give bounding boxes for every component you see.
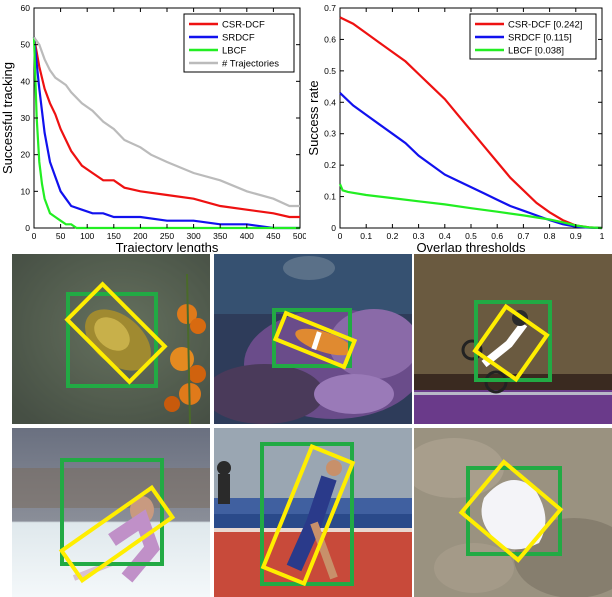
chart-0-series-2-line <box>32 37 300 230</box>
chart-1-ytick-label: 0.2 <box>324 160 336 170</box>
chart-0-svg: 0 50 100 150 200 250 300 350 400 450 500 0 10 20 30 40 5… <box>0 3 307 255</box>
chart-1-series-2-line <box>338 183 603 230</box>
chart-0-series-0-line <box>32 37 300 219</box>
chart-1-legend-label-0: CSR-DCF [0.242] <box>508 20 582 31</box>
frame-bag <box>414 428 612 597</box>
chart-1-series-1-line <box>339 92 603 230</box>
chart-1-xtick-label: 0.6 <box>491 231 503 241</box>
chart-0-legend: CSR-DCF SRDCF LBCF # Trajectories <box>183 13 295 73</box>
chart-0-ytick-label: 50 <box>21 40 31 50</box>
chart-1-xtick-label: 0.3 <box>413 231 425 241</box>
chart-0-xtick-label: 500 <box>293 231 306 241</box>
chart-0-xtick-label: 300 <box>187 231 201 241</box>
frame-skater <box>12 428 210 597</box>
chart-0-xtick-label: 0 <box>32 231 37 241</box>
chart-0-ytick-label: 20 <box>21 150 31 160</box>
chart-1-xlabel: Overlap thresholds <box>416 240 526 252</box>
frame-fish <box>214 254 412 424</box>
chart-1-ytick-label: 0.7 <box>324 3 336 13</box>
chart-1-svg: 0 0.1 0.2 0.3 0.4 0.5 0.6 0.7 0.8 0.9 1 0 0.1 0.2 0.3 0… <box>306 3 605 255</box>
chart-0-legend-label-1: SRDCF <box>222 33 255 44</box>
chart-1-xtick-label: 0.4 <box>439 231 451 241</box>
success-rate-chart: 0 0.1 0.2 0.3 0.4 0.5 0.6 0.7 0.8 0.9 1 0 0.1 0.2 0.3 0… <box>306 0 612 255</box>
chart-1-xtick-label: 0.9 <box>570 231 582 241</box>
chart-1-xtick-label: 0.7 <box>517 231 529 241</box>
chart-0-legend-label-0: CSR-DCF <box>222 20 265 31</box>
chart-0-ylabel: Successful tracking <box>0 62 15 174</box>
chart-0-xtick-label: 450 <box>266 231 280 241</box>
frame-bike <box>414 254 612 424</box>
chart-1-xtick-label: 0.8 <box>544 231 556 241</box>
chart-1-xtick-label: 0.2 <box>386 231 398 241</box>
chart-1-series-0-line <box>339 16 603 230</box>
chart-1-legend: CSR-DCF [0.242] SRDCF [0.115] LBCF [0.038] <box>469 13 597 60</box>
chart-1-xtick-label: 0.1 <box>360 231 372 241</box>
chart-1-ytick-label: 0.5 <box>324 66 336 76</box>
chart-1-xtick-label: 0.5 <box>465 231 477 241</box>
trajectory-chart: 0 50 100 150 200 250 300 350 400 450 500 0 10 20 30 40 5… <box>0 0 307 255</box>
chart-0-ytick-label: 30 <box>21 113 31 123</box>
chart-0-series-3-line <box>33 36 300 208</box>
chart-0-xtick-label: 350 <box>213 231 227 241</box>
chart-0-xlabel: Trajectory lengths <box>116 240 219 252</box>
chart-1-ytick-label: 0 <box>331 223 336 233</box>
chart-1-ytick-label: 0.4 <box>324 97 336 107</box>
chart-0-legend-label-2: LBCF <box>222 46 246 57</box>
chart-1-legend-label-1: SRDCF [0.115] <box>508 33 572 44</box>
chart-0-ytick-label: 60 <box>21 3 31 13</box>
chart-0-legend-label-3: # Trajectories <box>222 59 279 70</box>
chart-0-xtick-label: 200 <box>133 231 147 241</box>
chart-1-ytick-label: 0.3 <box>324 129 336 139</box>
chart-0-xtick-label: 50 <box>56 231 66 241</box>
chart-0-xtick-label: 250 <box>160 231 174 241</box>
chart-0-ytick-label: 10 <box>21 186 31 196</box>
chart-1-legend-label-2: LBCF [0.038] <box>508 46 564 57</box>
chart-1-ytick-label: 0.6 <box>324 34 336 44</box>
chart-1-xtick-label: 0 <box>338 231 343 241</box>
chart-0-ytick-label: 40 <box>21 76 31 86</box>
chart-1-ytick-label: 0.1 <box>324 192 336 202</box>
chart-0-xtick-label: 150 <box>107 231 121 241</box>
chart-0-xtick-label: 400 <box>240 231 254 241</box>
frame-butterfly <box>12 254 210 424</box>
chart-0-ytick-label: 0 <box>25 223 30 233</box>
chart-1-ylabel: Success rate <box>306 80 321 155</box>
frame-runner <box>214 428 412 597</box>
chart-1-xtick-label: 1 <box>600 231 605 241</box>
chart-0-xtick-label: 100 <box>80 231 94 241</box>
